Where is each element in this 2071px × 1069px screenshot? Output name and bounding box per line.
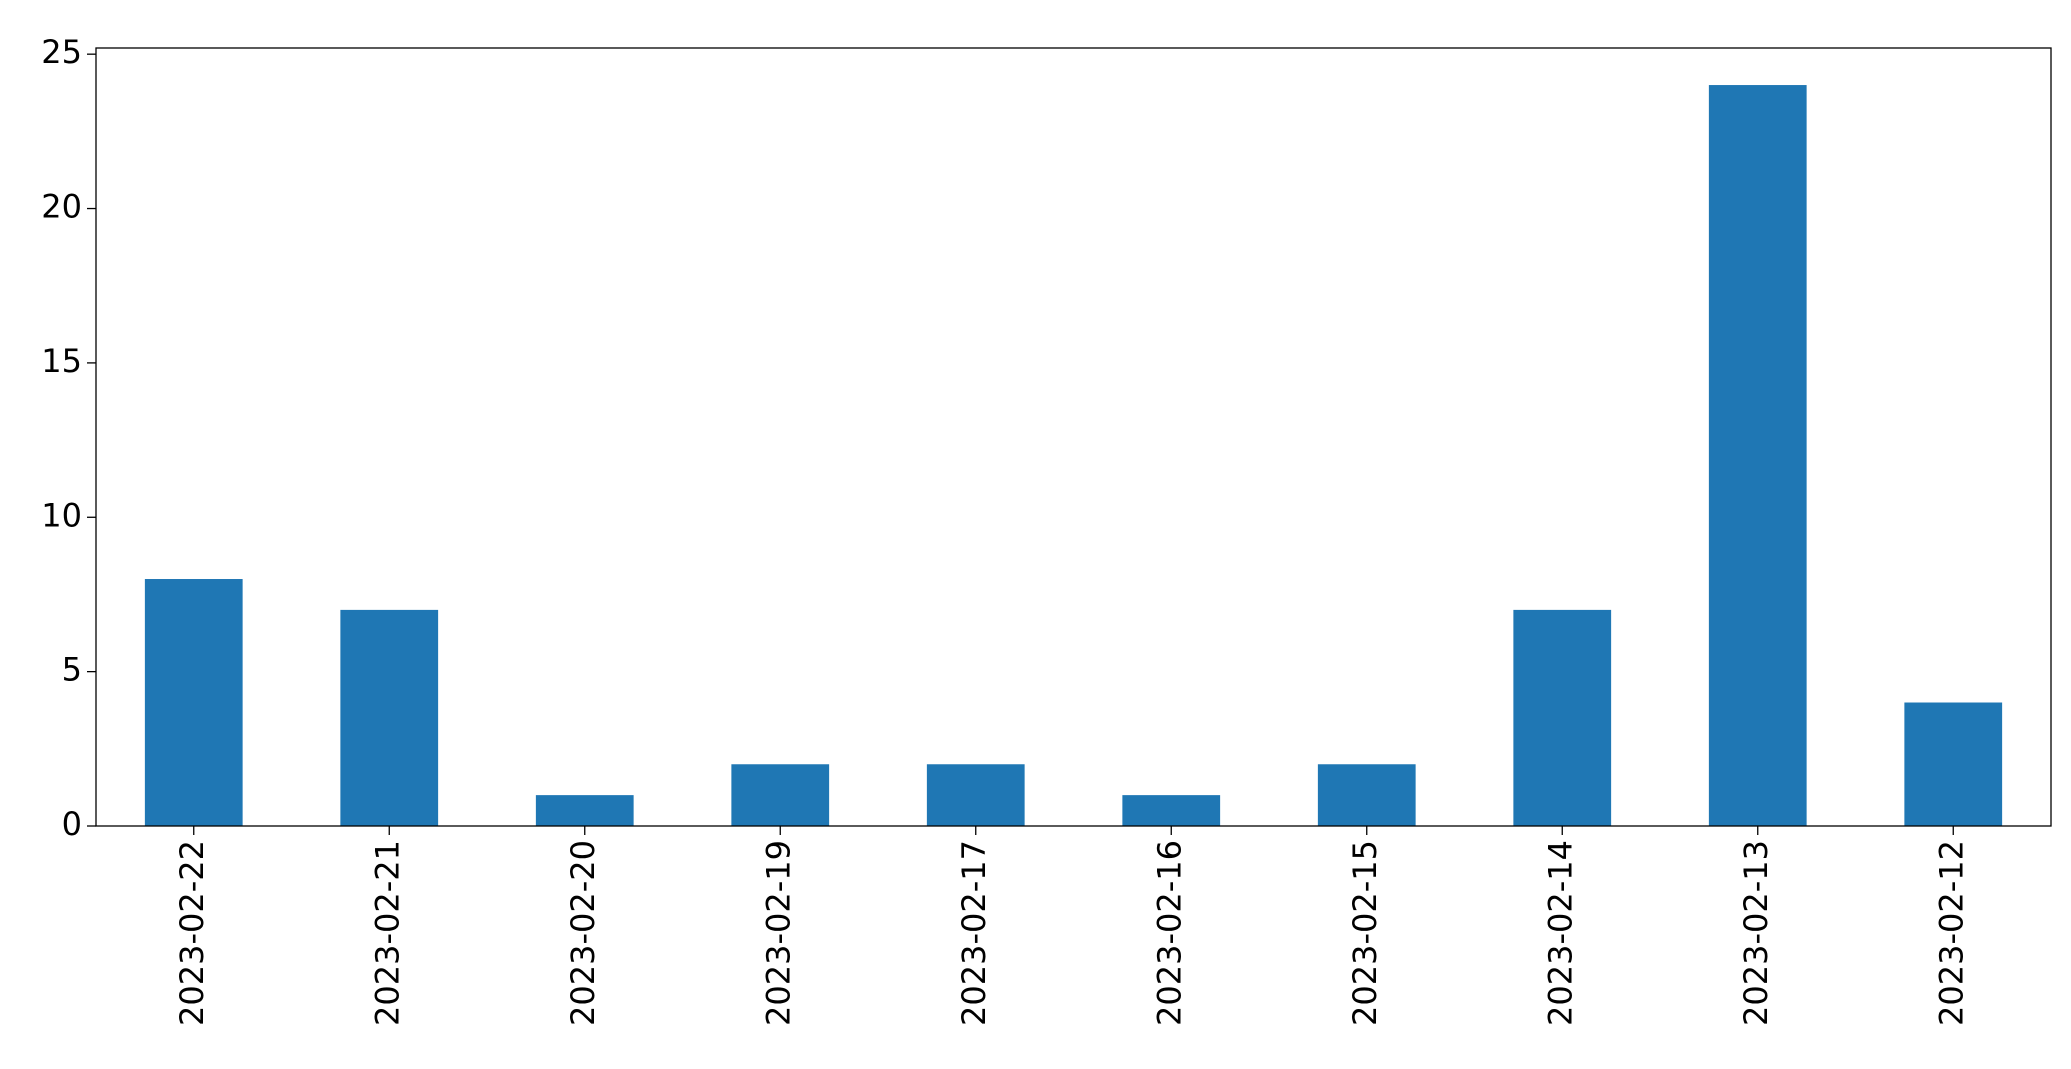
bar bbox=[1317, 764, 1416, 826]
bar bbox=[1708, 85, 1807, 827]
x-tick-label: 2023-02-16 bbox=[1150, 840, 1188, 1026]
x-tick-label: 2023-02-14 bbox=[1541, 840, 1579, 1026]
y-tick-label: 20 bbox=[41, 188, 82, 226]
bar bbox=[535, 795, 634, 826]
bar bbox=[926, 764, 1025, 826]
x-tick-label: 2023-02-19 bbox=[759, 840, 797, 1026]
x-tick-label: 2023-02-20 bbox=[564, 840, 602, 1026]
bar bbox=[731, 764, 830, 826]
x-tick-label: 2023-02-22 bbox=[173, 840, 211, 1026]
x-tick-label: 2023-02-17 bbox=[955, 840, 993, 1026]
y-tick-label: 0 bbox=[62, 805, 82, 843]
x-tick-label: 2023-02-21 bbox=[368, 840, 406, 1026]
x-tick-label: 2023-02-15 bbox=[1346, 840, 1384, 1026]
bar bbox=[340, 609, 439, 826]
x-tick-label: 2023-02-13 bbox=[1737, 840, 1775, 1026]
y-tick-label: 15 bbox=[41, 342, 82, 380]
plot-frame bbox=[95, 47, 2052, 827]
y-tick-label: 25 bbox=[41, 33, 82, 71]
bar bbox=[144, 579, 243, 826]
bar bbox=[1122, 795, 1221, 826]
bar bbox=[1904, 702, 2003, 826]
x-tick-label: 2023-02-12 bbox=[1932, 840, 1970, 1026]
y-tick-label: 10 bbox=[41, 496, 82, 534]
bar bbox=[1513, 609, 1612, 826]
y-tick-label: 5 bbox=[62, 651, 82, 689]
